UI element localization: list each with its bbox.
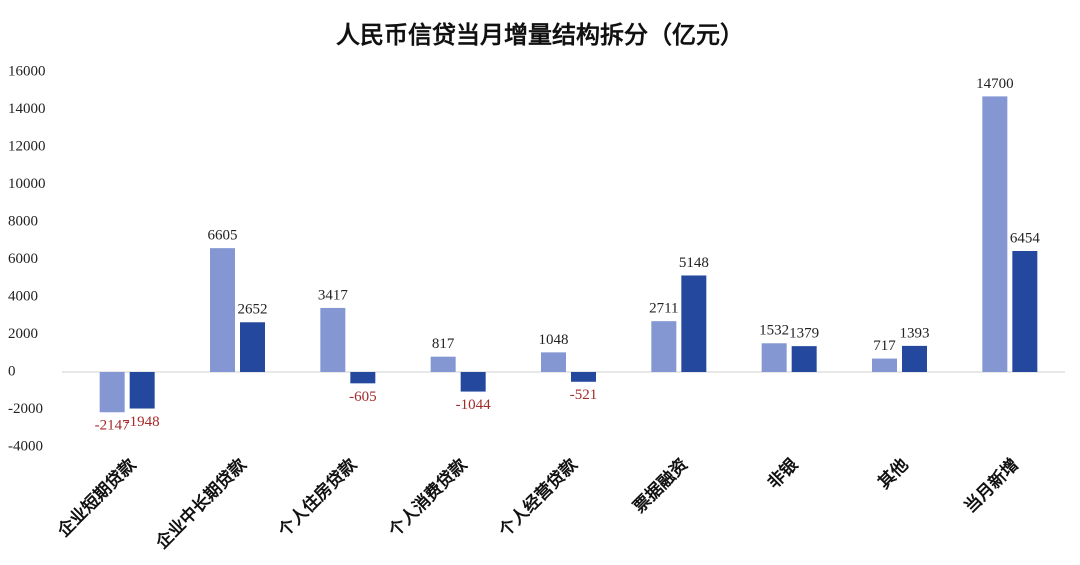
y-tick-label: 8000 bbox=[8, 213, 38, 229]
y-tick-label: 10000 bbox=[8, 176, 46, 192]
bar bbox=[460, 372, 486, 392]
value-label: 2711 bbox=[649, 301, 678, 317]
bar bbox=[240, 322, 265, 372]
value-label: 6605 bbox=[208, 228, 238, 244]
x-tick-label: 其他 bbox=[874, 454, 913, 493]
y-tick-label: -2000 bbox=[8, 401, 43, 417]
value-label: 2652 bbox=[238, 302, 268, 318]
bar bbox=[541, 352, 566, 372]
bar bbox=[761, 343, 787, 372]
value-label: 14700 bbox=[976, 76, 1014, 92]
bar bbox=[791, 346, 817, 372]
y-tick-label: 2000 bbox=[8, 326, 38, 342]
bar bbox=[681, 275, 707, 372]
value-label: -521 bbox=[570, 387, 598, 403]
x-tick-label: 个人住房贷款 bbox=[273, 454, 361, 542]
bar bbox=[210, 248, 235, 372]
value-label: 1532 bbox=[759, 323, 789, 339]
value-label: -1948 bbox=[125, 414, 160, 430]
bar bbox=[350, 372, 376, 384]
value-label: 717 bbox=[873, 338, 896, 354]
x-tick-label: 企业中长期贷款 bbox=[151, 454, 251, 554]
x-tick-label: 当月新增 bbox=[960, 454, 1023, 517]
value-label: 1379 bbox=[789, 326, 819, 342]
x-tick-label: 企业短期贷款 bbox=[53, 454, 141, 542]
x-tick-label: 票据融资 bbox=[629, 454, 692, 517]
value-label: -605 bbox=[349, 389, 377, 405]
bar bbox=[571, 372, 596, 382]
value-label: -2147 bbox=[95, 418, 130, 434]
value-label: 1393 bbox=[900, 325, 930, 341]
y-tick-label: 6000 bbox=[8, 251, 38, 267]
value-label: 6454 bbox=[1010, 230, 1041, 246]
bar bbox=[1012, 250, 1038, 372]
value-label: 5148 bbox=[679, 255, 709, 271]
y-tick-label: 12000 bbox=[8, 138, 46, 154]
chart-title: 人民币信贷当月增量结构拆分（亿元） bbox=[336, 21, 744, 49]
bar bbox=[872, 358, 897, 372]
bar bbox=[982, 96, 1008, 372]
bar bbox=[129, 372, 155, 409]
y-tick-label: 0 bbox=[8, 363, 16, 379]
value-label: -1044 bbox=[456, 397, 491, 413]
bar bbox=[430, 356, 456, 372]
x-tick-label: 个人消费贷款 bbox=[384, 454, 472, 542]
y-tick-label: 16000 bbox=[8, 63, 46, 79]
bar bbox=[902, 345, 927, 372]
y-tick-label: 14000 bbox=[8, 101, 46, 117]
y-tick-label: 4000 bbox=[8, 288, 38, 304]
bar bbox=[320, 307, 346, 372]
y-tick-label: -4000 bbox=[8, 438, 43, 454]
bar bbox=[651, 321, 677, 372]
bar bbox=[99, 372, 125, 413]
value-label: 3417 bbox=[318, 287, 349, 303]
value-label: 817 bbox=[432, 336, 455, 352]
value-label: 1048 bbox=[539, 332, 569, 348]
x-tick-label: 非银 bbox=[763, 454, 803, 494]
x-tick-label: 个人经营贷款 bbox=[494, 454, 582, 542]
